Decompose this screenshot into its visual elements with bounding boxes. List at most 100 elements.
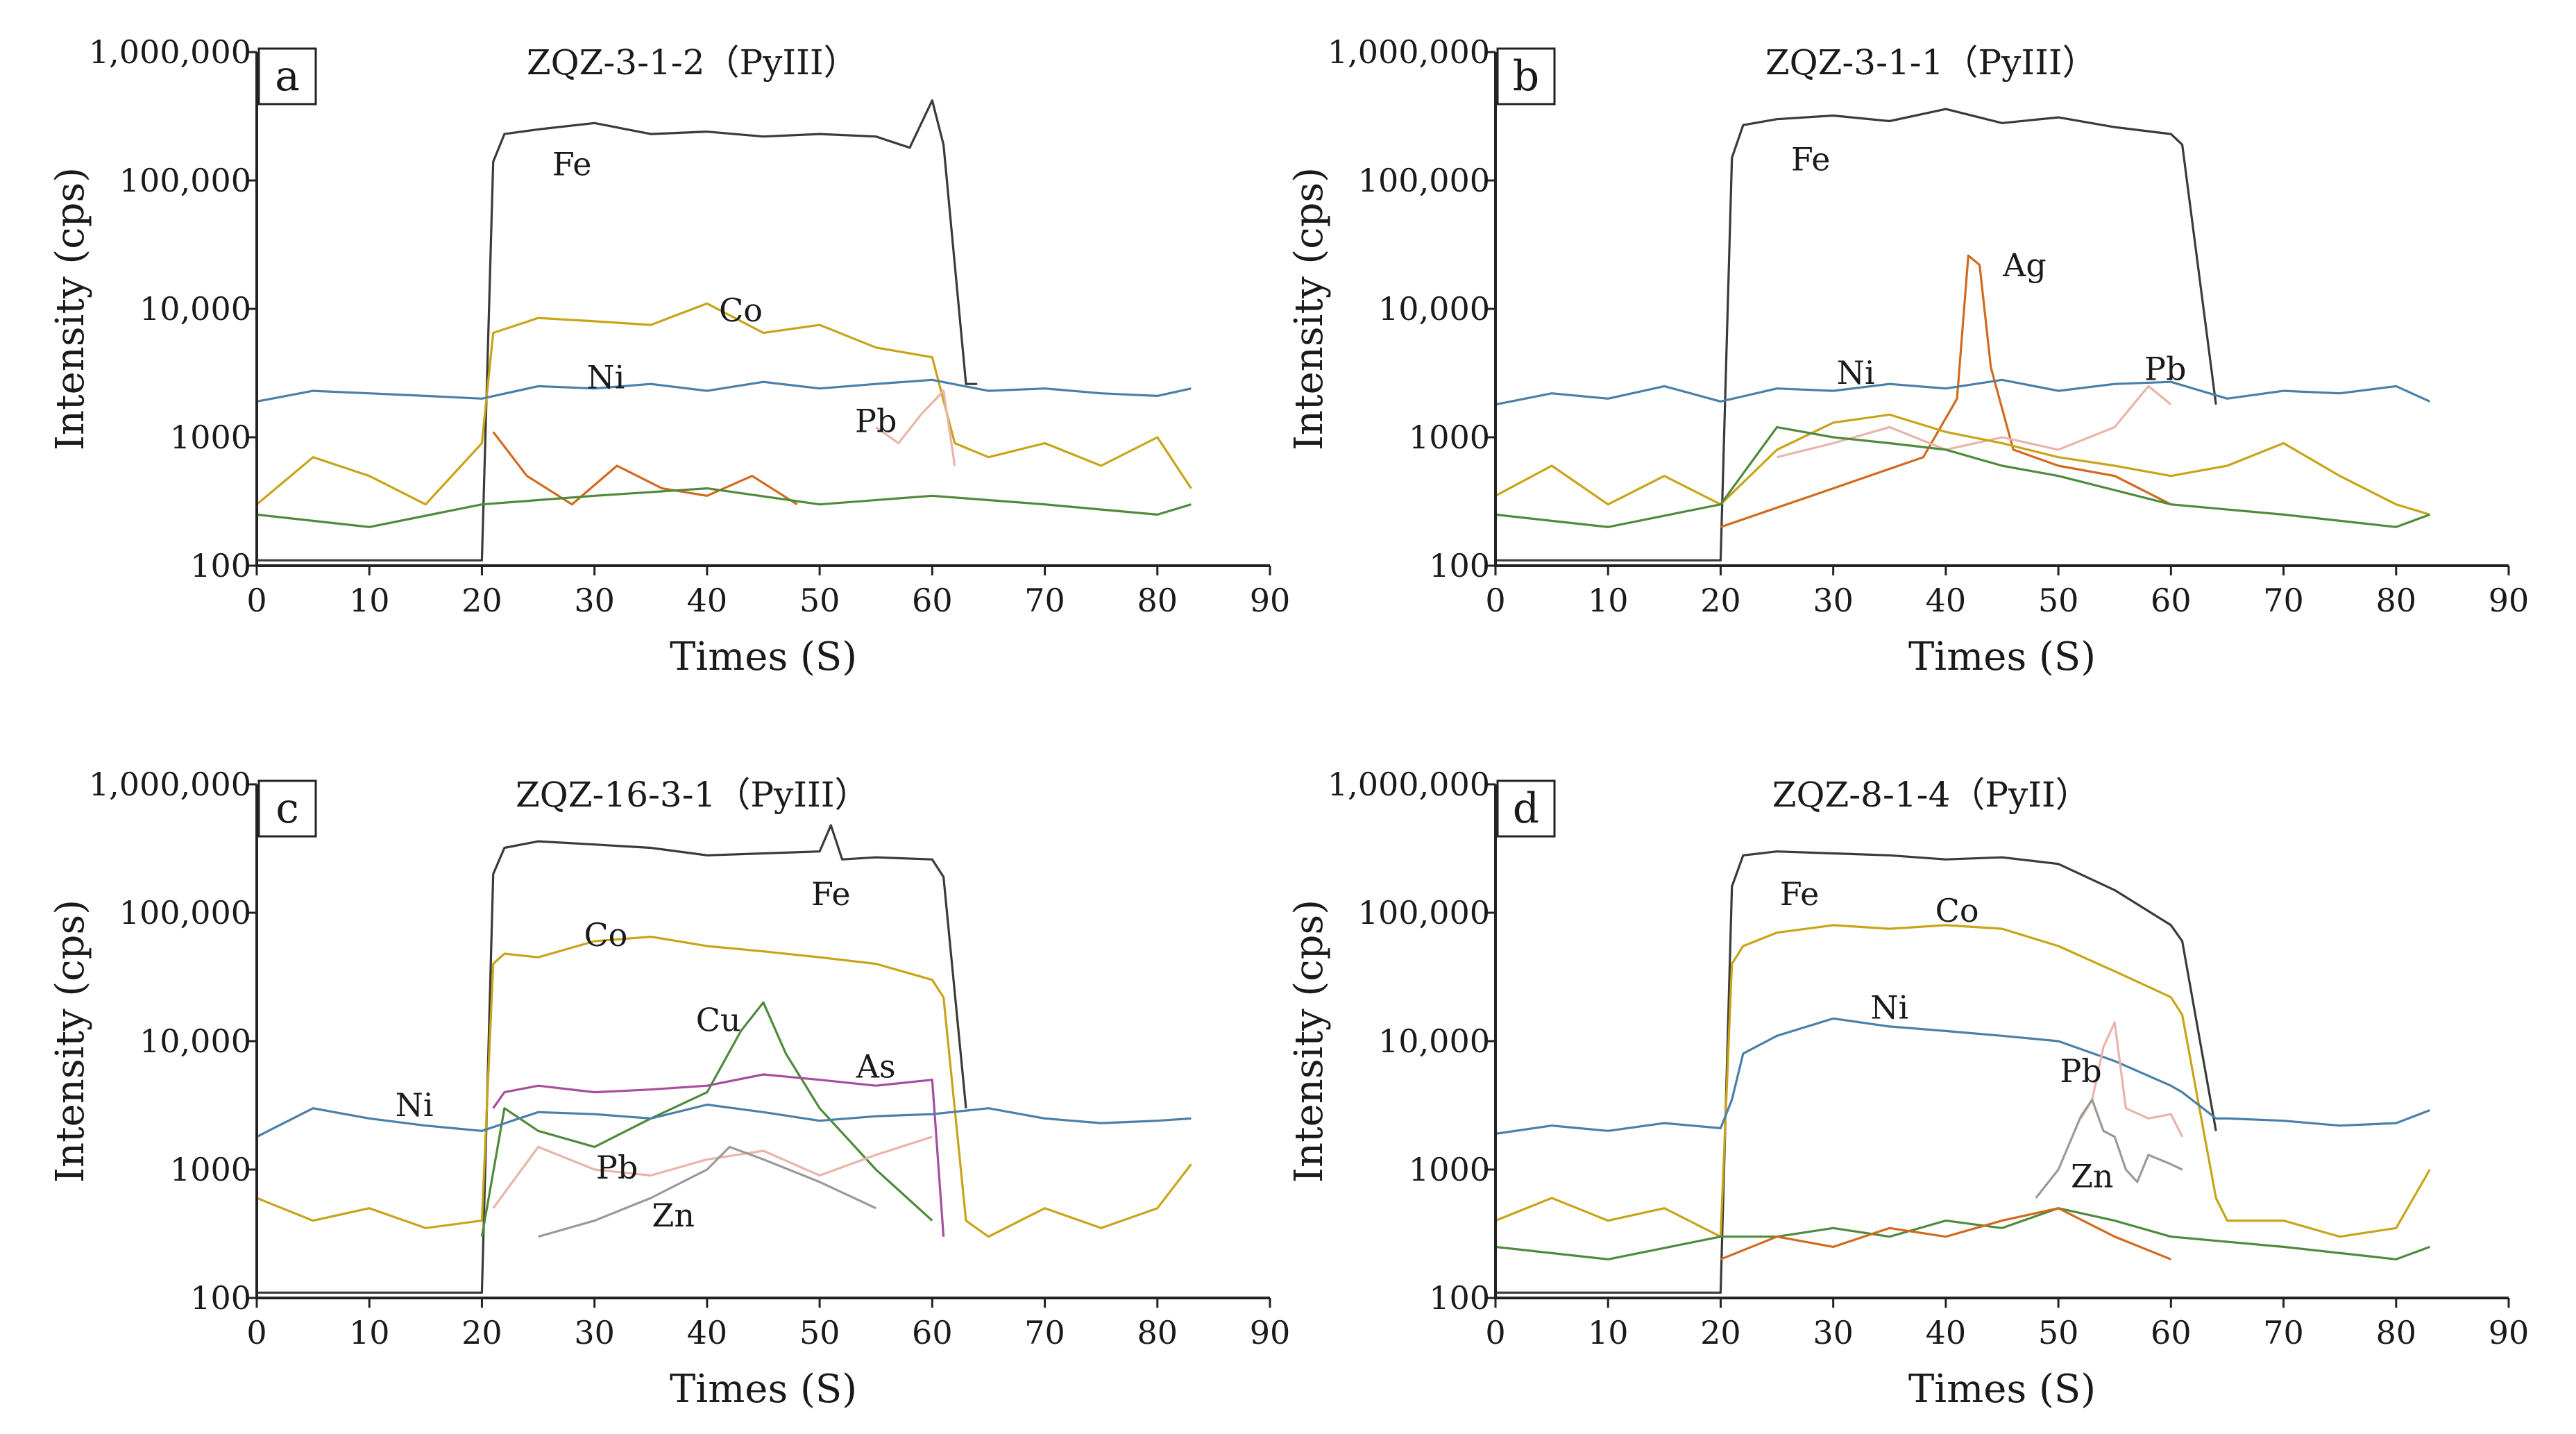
element-label-fe: Fe [1791,140,1831,178]
x-tick-label: 60 [912,582,953,619]
panel-title: ZQZ-3-1-2（PyIII） [527,42,858,83]
y-tick-label: 100,000 [1358,894,1490,931]
x-tick-label: 80 [1137,1314,1178,1351]
x-tick-label: 40 [687,1314,728,1351]
x-tick-label: 90 [2489,582,2530,619]
x-tick-label: 80 [2376,582,2417,619]
x-tick-label: 70 [1024,1314,1065,1351]
series-line-cu [1495,425,2430,528]
x-tick-label: 50 [799,582,840,619]
x-tick-label: 80 [1137,582,1178,619]
series-line-co [256,935,1192,1238]
y-axis-label: Intensity (cps) [1287,167,1332,450]
panel-letter: a [275,52,300,101]
series-group [1495,108,2431,562]
series-line-fe [257,99,978,562]
axes [255,784,1270,1299]
y-tick-label: 1,000,000 [1328,33,1490,71]
panel-d: 0 10 20 30 40 50 60 70 80 90 100 1000 10,000 100,000 1… [1287,766,2529,1412]
x-tick-label: 90 [2489,1314,2530,1351]
x-tick-label: 30 [574,582,615,619]
x-tick-label: 20 [1700,582,1741,619]
x-tick-label: 20 [461,1314,502,1351]
y-tick-label: 100 [1429,547,1490,584]
axes [255,52,1270,567]
y-tick-label: 100 [190,547,251,584]
panel-letter: b [1513,52,1539,101]
element-label-as: As [856,1048,896,1086]
panel-title: ZQZ-8-1-4（PyII） [1772,775,2090,815]
panel-b: 0 10 20 30 40 50 60 70 80 90 100 1000 10,000 100,000 1… [1287,33,2529,680]
x-tick-label: 70 [1024,582,1065,619]
panel-letter: c [276,784,299,833]
x-axis-label: Times (S) [1908,1367,2096,1412]
x-tick-label: 0 [246,582,266,619]
element-label-zn: Zn [2071,1157,2114,1195]
series-line-pb [492,1136,933,1209]
x-tick-label: 70 [2263,582,2304,619]
series-line-co [255,302,1192,506]
series-line-pb [1777,385,2172,459]
y-tick-label: 1000 [1409,1151,1490,1188]
panel-letter-box [1496,779,1556,838]
x-tick-label: 10 [349,1314,390,1351]
panel-letter-box [257,779,317,838]
y-tick-label: 100 [190,1279,251,1317]
axes [1494,52,2509,567]
panel-letter-box [1496,47,1556,106]
series-group [255,99,1192,562]
panel-c: 0 10 20 30 40 50 60 70 80 90 100 1000 10,000 100,000 1… [48,766,1290,1412]
element-label-pb: Pb [596,1149,638,1186]
x-tick-label: 70 [2263,1314,2304,1351]
y-tick-label: 10,000 [139,290,251,328]
element-label-fe: Fe [811,875,851,913]
y-tick-label: 100 [1429,1279,1490,1317]
series-line-fe [257,824,967,1294]
x-tick-label: 90 [1250,1314,1291,1351]
series-line-ni [256,1103,1192,1138]
series-line-ni [256,378,1192,403]
x-tick-label: 60 [912,1314,953,1351]
element-label-ni: Ni [1870,988,1908,1026]
y-tick-label: 1000 [170,1151,251,1188]
series-line-pb [2080,1021,2184,1138]
panel-letter: d [1513,784,1539,833]
y-tick-label: 1,000,000 [89,33,251,71]
x-tick-label: 10 [1588,582,1629,619]
x-tick-label: 0 [1485,1314,1505,1351]
series-line-ag [492,431,798,506]
series-line-zn [2035,1098,2183,1199]
x-tick-label: 80 [2376,1314,2417,1351]
series-line-as [492,1073,945,1237]
panel-a: 0 10 20 30 40 50 60 70 80 90 100 1000 10,000 100,000 1… [48,33,1290,680]
element-label-cu: Cu [696,1001,741,1038]
x-tick-label: 0 [246,1314,266,1351]
series-line-co [1495,413,2430,516]
x-tick-label: 90 [1250,582,1291,619]
element-label-co: Co [584,916,627,954]
x-tick-label: 50 [2038,582,2079,619]
element-label-zn: Zn [652,1197,695,1234]
series-group [256,824,1192,1294]
y-tick-label: 100,000 [119,162,251,199]
x-tick-label: 10 [349,582,390,619]
y-axis-label: Intensity (cps) [48,167,93,450]
x-tick-label: 30 [1813,582,1854,619]
x-tick-label: 40 [1926,1314,1967,1351]
x-axis-label: Times (S) [670,634,857,680]
series-line-ag [1720,254,2172,528]
x-tick-label: 60 [2151,1314,2192,1351]
element-label-fe: Fe [1780,875,1820,913]
element-label-ni: Ni [586,359,625,396]
y-axis-label: Intensity (cps) [48,900,93,1183]
x-tick-label: 40 [1926,582,1967,619]
element-label-ni: Ni [396,1086,434,1124]
y-tick-label: 100,000 [119,894,251,931]
x-tick-label: 10 [1588,1314,1629,1351]
y-axis-label: Intensity (cps) [1287,900,1332,1183]
element-label-ni: Ni [1837,354,1875,391]
y-tick-label: 10,000 [1378,290,1490,328]
element-label-pb: Pb [855,402,897,439]
y-tick-label: 1,000,000 [89,766,251,803]
